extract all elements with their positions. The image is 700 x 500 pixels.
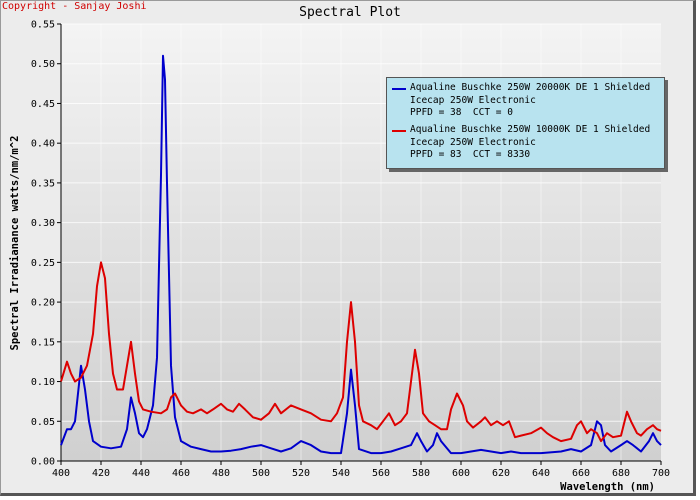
y-tick-label: 0.20	[31, 298, 55, 309]
x-tick-label: 660	[572, 468, 590, 479]
series-line-10000k	[60, 261, 662, 443]
x-tick-label: 600	[452, 468, 470, 479]
y-tick-label: 0.25	[31, 258, 55, 269]
x-axis-label: Wavelength (nm)	[560, 481, 655, 493]
y-tick-label: 0.35	[31, 178, 55, 189]
x-tick-label: 680	[612, 468, 630, 479]
legend-series-detail: Icecap 250W Electronic	[410, 136, 536, 148]
legend-swatch-blue	[392, 88, 406, 90]
legend-series-detail: PPFD = 83 CCT = 8330	[410, 149, 531, 160]
legend-item-10000k: Aqualine Buschke 250W 10000K DE 1 Shield…	[392, 124, 662, 162]
y-tick-label: 0.10	[31, 377, 55, 388]
legend-series-detail: PPFD = 38 CCT = 0	[410, 107, 513, 118]
series-lines	[60, 54, 662, 455]
y-tick-label: 0.00	[31, 457, 55, 468]
x-tick-label: 460	[172, 468, 190, 479]
axes	[57, 23, 662, 465]
x-tick-label: 400	[52, 468, 70, 479]
tick-labels: 0.00 0.05 0.10 0.15 0.20 0.25 0.30 0.35 0.40 0.45…	[31, 20, 670, 480]
y-tick-label: 0.30	[31, 218, 55, 229]
legend-series-detail: Icecap 250W Electronic	[410, 94, 536, 106]
y-tick-label: 0.50	[31, 59, 55, 70]
chart-title: Spectral Plot	[299, 5, 401, 20]
legend: Aqualine Buschke 250W 20000K DE 1 Shield…	[386, 77, 665, 169]
legend-swatch-red	[392, 130, 406, 132]
y-tick-label: 0.15	[31, 337, 55, 348]
copyright-text: Copyright - Sanjay Joshi	[2, 1, 147, 12]
x-tick-label: 620	[492, 468, 510, 479]
y-tick-label: 0.45	[31, 99, 55, 110]
x-tick-label: 420	[92, 468, 110, 479]
x-tick-label: 440	[132, 468, 150, 479]
x-tick-label: 580	[412, 468, 430, 479]
x-tick-label: 520	[292, 468, 310, 479]
x-tick-label: 700	[652, 468, 670, 479]
legend-series-name: Aqualine Buschke 250W 10000K DE 1 Shield…	[410, 124, 651, 135]
y-tick-label: 0.05	[31, 417, 55, 428]
x-tick-label: 540	[332, 468, 350, 479]
y-tick-label: 0.55	[31, 20, 55, 31]
legend-item-20000k: Aqualine Buschke 250W 20000K DE 1 Shield…	[392, 82, 662, 120]
y-axis-label: Spectral Irradianance watts/nm/m^2	[9, 136, 21, 351]
x-tick-label: 560	[372, 468, 390, 479]
x-tick-label: 640	[532, 468, 550, 479]
legend-series-name: Aqualine Buschke 250W 20000K DE 1 Shield…	[410, 82, 651, 93]
series-line-20000k	[60, 54, 662, 455]
y-tick-label: 0.40	[31, 139, 55, 150]
x-tick-label: 500	[252, 468, 270, 479]
x-tick-label: 480	[212, 468, 230, 479]
